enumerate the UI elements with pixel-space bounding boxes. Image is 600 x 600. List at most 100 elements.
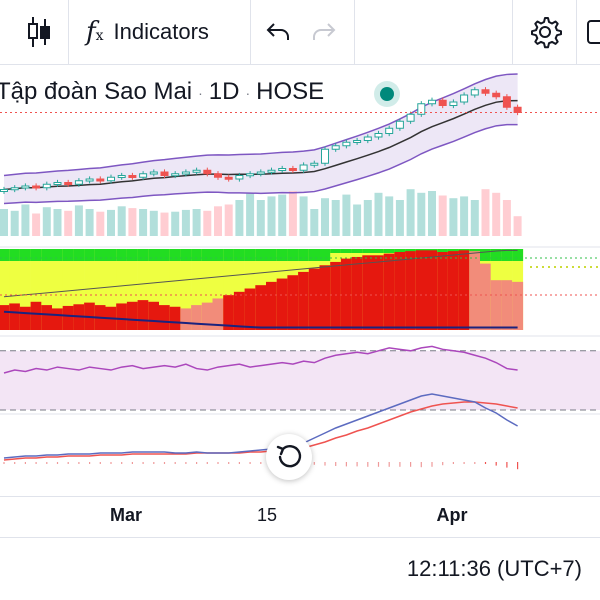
oscillator-background-bar (0, 249, 10, 330)
oscillator-top-bar (116, 249, 128, 261)
volume-bar (310, 209, 319, 236)
oscillator-background-bar (148, 249, 160, 330)
oscillator-signal-line (3, 249, 518, 298)
undo-icon (266, 23, 289, 40)
rotate-ccw-icon (276, 444, 302, 468)
oscillator-bar (447, 251, 459, 330)
oscillator-top-bar (319, 249, 331, 261)
oscillator-top-bar (308, 249, 320, 261)
oscillator-bar (266, 281, 277, 330)
volume-bar (502, 200, 511, 236)
candle-body (139, 173, 148, 178)
redo-button[interactable] (302, 0, 346, 64)
candle-body (310, 162, 319, 166)
reset-chart-button[interactable] (266, 434, 312, 480)
volume-bar (438, 195, 447, 236)
oscillator-bar (276, 278, 288, 330)
timezone-clock[interactable]: 12:11:36 (UTC+7) (406, 556, 582, 581)
candle-body (353, 140, 362, 143)
oscillator-background-bar (191, 249, 203, 330)
indicators-button[interactable]: fx Indicators (86, 0, 246, 64)
volume-bar (470, 200, 479, 236)
settings-button[interactable] (520, 0, 570, 64)
candle-body (278, 168, 287, 171)
candle-body (214, 173, 222, 178)
oscillator-bar (201, 302, 213, 330)
volume-bar (278, 194, 287, 236)
chart-area[interactable] (0, 64, 600, 496)
chart-type-button[interactable] (14, 0, 64, 64)
volume-bar (331, 200, 340, 236)
oscillator-top-bar (105, 249, 117, 261)
function-icon: fx (86, 17, 104, 47)
oscillator-top-bar (52, 249, 63, 261)
fullscreen-icon (587, 20, 600, 44)
oscillator-bar (52, 308, 63, 330)
oscillator-bar (9, 303, 21, 330)
candle-body (481, 89, 490, 94)
volume-bar (10, 210, 19, 236)
interval-label[interactable]: 1D (208, 78, 240, 105)
oscillator-bar (458, 250, 470, 330)
oscillator-top-bar (287, 249, 299, 261)
oscillator-bar (298, 271, 310, 330)
volume-bar (449, 198, 458, 236)
volume-bar (42, 207, 51, 236)
volume-bar (406, 189, 415, 236)
oscillator-top-bar (298, 249, 310, 261)
oscillator-top-bar (255, 249, 267, 261)
oscillator-bar (490, 280, 502, 330)
oscillator-bar (137, 300, 149, 330)
candle-body (171, 173, 180, 177)
time-axis[interactable]: Mar 15 Apr (0, 496, 600, 538)
candle-body (96, 178, 105, 182)
oscillator-blue-line (3, 310, 518, 329)
oscillator-bar (191, 305, 203, 330)
volume-bar (214, 206, 222, 236)
oscillator-top-bar (126, 249, 138, 261)
volume-bar (288, 191, 297, 236)
candle-body (128, 175, 137, 178)
undo-button[interactable] (256, 0, 300, 64)
candle-body (10, 187, 19, 191)
exchange-label: HOSE (256, 78, 325, 105)
oscillator-bar (383, 253, 395, 330)
legend-separator: · (198, 84, 203, 101)
candle-body (181, 171, 190, 175)
oscillator-background-bar (116, 249, 128, 330)
macd-line (3, 393, 518, 459)
candle-body (449, 101, 458, 106)
oscillator-top-bar (84, 249, 96, 261)
candle-body (21, 185, 30, 189)
volume-bar (139, 209, 148, 236)
oscillator-bar (244, 288, 256, 330)
oscillator-top-bar (362, 249, 374, 253)
fullscreen-button[interactable] (582, 0, 600, 64)
volume-bar (374, 192, 383, 236)
volume-bar (235, 200, 244, 236)
oscillator-top-bar (383, 249, 395, 253)
candle-body (256, 171, 265, 175)
volume-bar (0, 209, 8, 236)
oscillator-bar (362, 255, 374, 330)
bollinger-lower-line (3, 123, 518, 205)
oscillator-bar (19, 306, 31, 330)
oscillator-top-bar (148, 249, 160, 261)
oscillator-top-bar (223, 249, 235, 261)
oscillator-top-bar (9, 249, 21, 261)
candle-body (513, 106, 522, 113)
candle-body (246, 173, 255, 177)
volume-bar (21, 204, 30, 236)
oscillator-bar (480, 263, 491, 330)
oscillator-bar (233, 291, 245, 330)
candle-body (299, 164, 308, 171)
oscillator-bar (501, 280, 513, 330)
volume-bar (128, 208, 137, 236)
oscillator-top-bar (340, 249, 352, 253)
oscillator-top-bar (159, 249, 170, 261)
oscillator-bar (30, 301, 42, 330)
volume-bar (342, 194, 351, 236)
oscillator-background-bar (84, 249, 96, 330)
oscillator-top-bar (137, 249, 149, 261)
volume-bar (246, 192, 255, 236)
